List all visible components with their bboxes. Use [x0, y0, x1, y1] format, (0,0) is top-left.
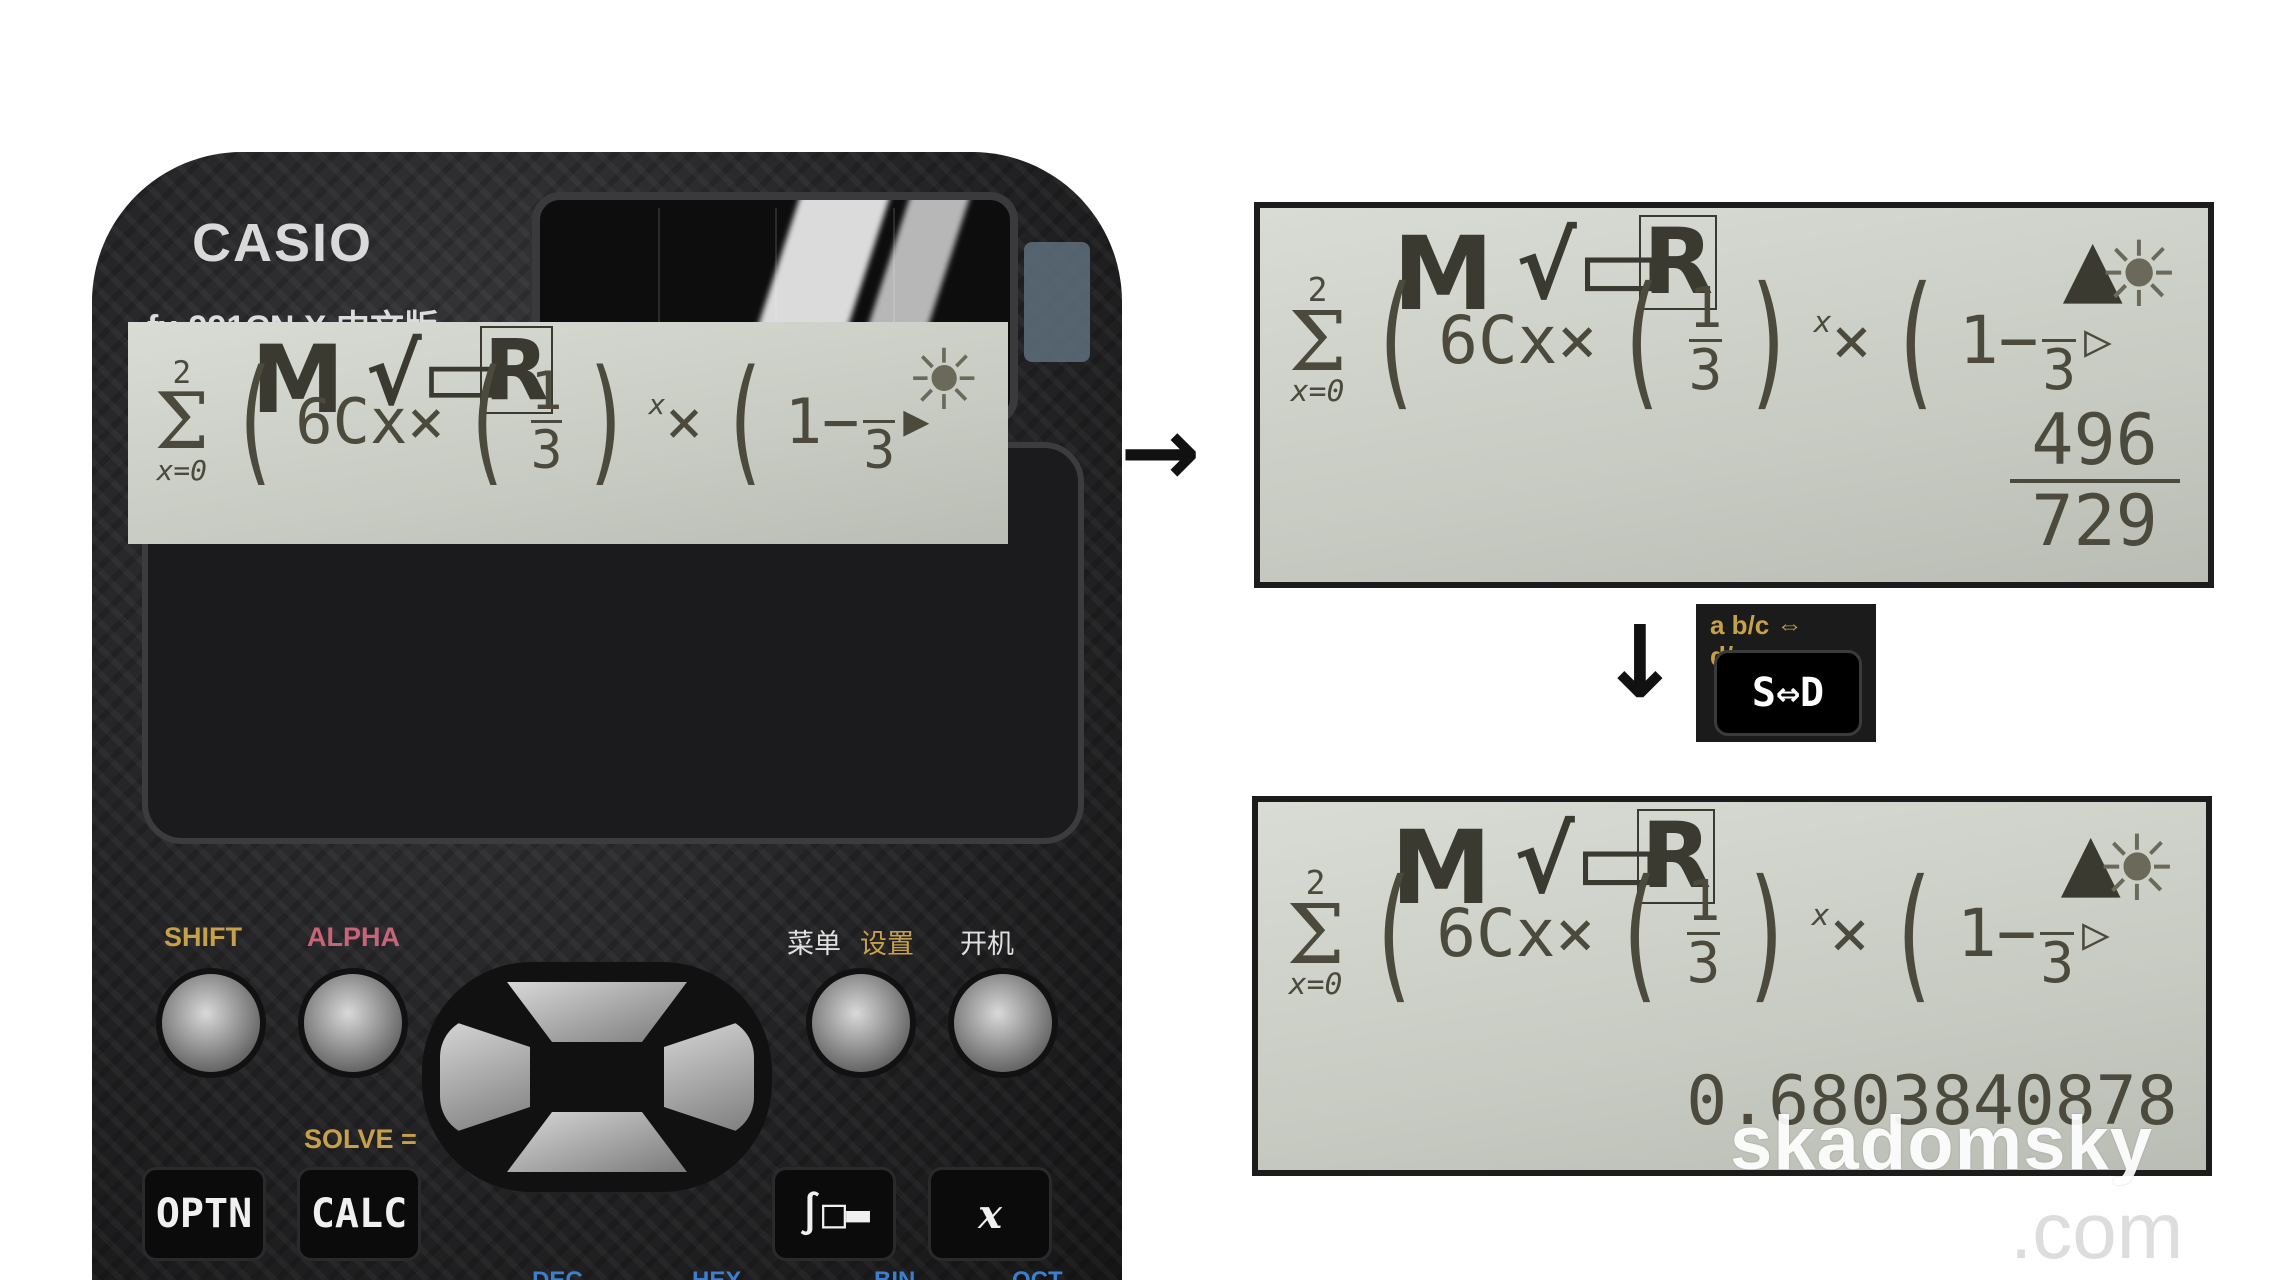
on-label: 开机: [960, 929, 1014, 960]
scroll-right-icon: ▷: [2084, 313, 2112, 368]
shift-label: SHIFT: [164, 922, 242, 952]
setup-label: 设置: [860, 929, 914, 960]
watermark-domain: .com: [2010, 1186, 2184, 1275]
watermark-name: skadomsky: [1730, 1101, 2154, 1186]
menu-key[interactable]: [812, 974, 910, 1072]
bin-label: BIN: [874, 1267, 915, 1280]
sun-icon: ☀: [2097, 222, 2180, 328]
sun-icon: ☀: [906, 330, 982, 429]
dpad-right-key[interactable]: [664, 1017, 754, 1137]
result-fraction: 496 729: [2009, 398, 2180, 562]
sqrt-indicator: √▭: [1513, 809, 1661, 915]
dpad: [422, 962, 772, 1192]
sd-key-illustration: a b/c ⇔ d/cy S⇔D: [1696, 604, 1876, 742]
scroll-up-icon: ▲: [2060, 816, 2121, 907]
integral-key[interactable]: ∫□▬: [772, 1167, 896, 1261]
sqrt-indicator: √▭: [365, 326, 501, 425]
dpad-left-key[interactable]: [440, 1017, 530, 1137]
dec-label: DEC: [532, 1267, 583, 1280]
dpad-down-key[interactable]: [507, 1112, 687, 1172]
sqrt-indicator: √▭: [1515, 215, 1663, 321]
optn-key[interactable]: OPTN: [142, 1167, 266, 1261]
solve-label: SOLVE =: [304, 1124, 417, 1154]
radian-indicator: R: [1637, 809, 1716, 905]
alpha-label: ALPHA: [307, 922, 400, 952]
calc-key[interactable]: CALC: [297, 1167, 421, 1261]
dpad-up-key[interactable]: [507, 982, 687, 1042]
memory-indicator: M: [1392, 215, 1494, 334]
term-combination: 6Cx×: [295, 384, 445, 458]
sd-key[interactable]: S⇔D: [1714, 650, 1862, 736]
scroll-up-icon: ▲: [2062, 222, 2123, 313]
radian-indicator: R: [1639, 215, 1718, 311]
oct-label: OCT: [1012, 1267, 1063, 1280]
radian-indicator: R: [480, 326, 553, 415]
scroll-right-icon: ▶: [903, 396, 930, 447]
result-denominator: 729: [2031, 479, 2158, 562]
result-numerator: 496: [2031, 398, 2158, 481]
alpha-key[interactable]: [304, 974, 402, 1072]
scroll-right-icon: ▷: [2082, 906, 2110, 961]
summation-symbol: 2 Σ x=0: [154, 354, 210, 487]
brand-logo: CASIO: [192, 213, 374, 273]
x-variable-key[interactable]: x: [928, 1167, 1052, 1261]
memory-indicator: M: [1390, 809, 1492, 928]
result-decimal: 0.6803840878: [1686, 1061, 2178, 1141]
sun-icon: ☀: [2095, 816, 2178, 922]
arrow-down-icon: ↓: [1598, 604, 1682, 721]
hologram-sticker: [1024, 242, 1090, 362]
hex-label: HEX: [692, 1267, 741, 1280]
shift-key[interactable]: [162, 974, 260, 1072]
arrow-right-icon: →: [1120, 396, 1201, 508]
on-key[interactable]: [954, 974, 1052, 1072]
memory-indicator: M: [251, 326, 345, 436]
menu-label: 菜单: [787, 929, 841, 960]
